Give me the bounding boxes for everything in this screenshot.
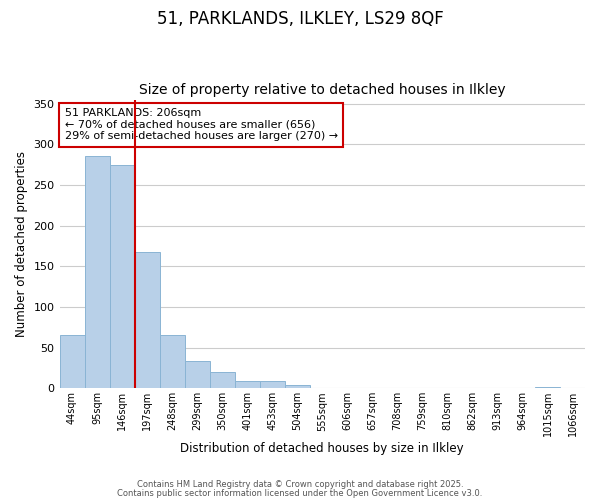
- Bar: [110, 164, 134, 388]
- Text: Contains public sector information licensed under the Open Government Licence v3: Contains public sector information licen…: [118, 488, 482, 498]
- Y-axis label: Number of detached properties: Number of detached properties: [15, 151, 28, 337]
- Bar: [235, 381, 260, 388]
- Bar: [260, 381, 285, 388]
- Bar: [59, 336, 85, 388]
- Bar: [160, 336, 185, 388]
- Title: Size of property relative to detached houses in Ilkley: Size of property relative to detached ho…: [139, 83, 506, 97]
- Text: 51, PARKLANDS, ILKLEY, LS29 8QF: 51, PARKLANDS, ILKLEY, LS29 8QF: [157, 10, 443, 28]
- Bar: [209, 372, 235, 388]
- Bar: [85, 156, 110, 388]
- X-axis label: Distribution of detached houses by size in Ilkley: Distribution of detached houses by size …: [181, 442, 464, 455]
- Text: Contains HM Land Registry data © Crown copyright and database right 2025.: Contains HM Land Registry data © Crown c…: [137, 480, 463, 489]
- Text: 51 PARKLANDS: 206sqm
← 70% of detached houses are smaller (656)
29% of semi-deta: 51 PARKLANDS: 206sqm ← 70% of detached h…: [65, 108, 338, 142]
- Bar: [185, 362, 209, 388]
- Bar: [134, 252, 160, 388]
- Bar: [285, 385, 310, 388]
